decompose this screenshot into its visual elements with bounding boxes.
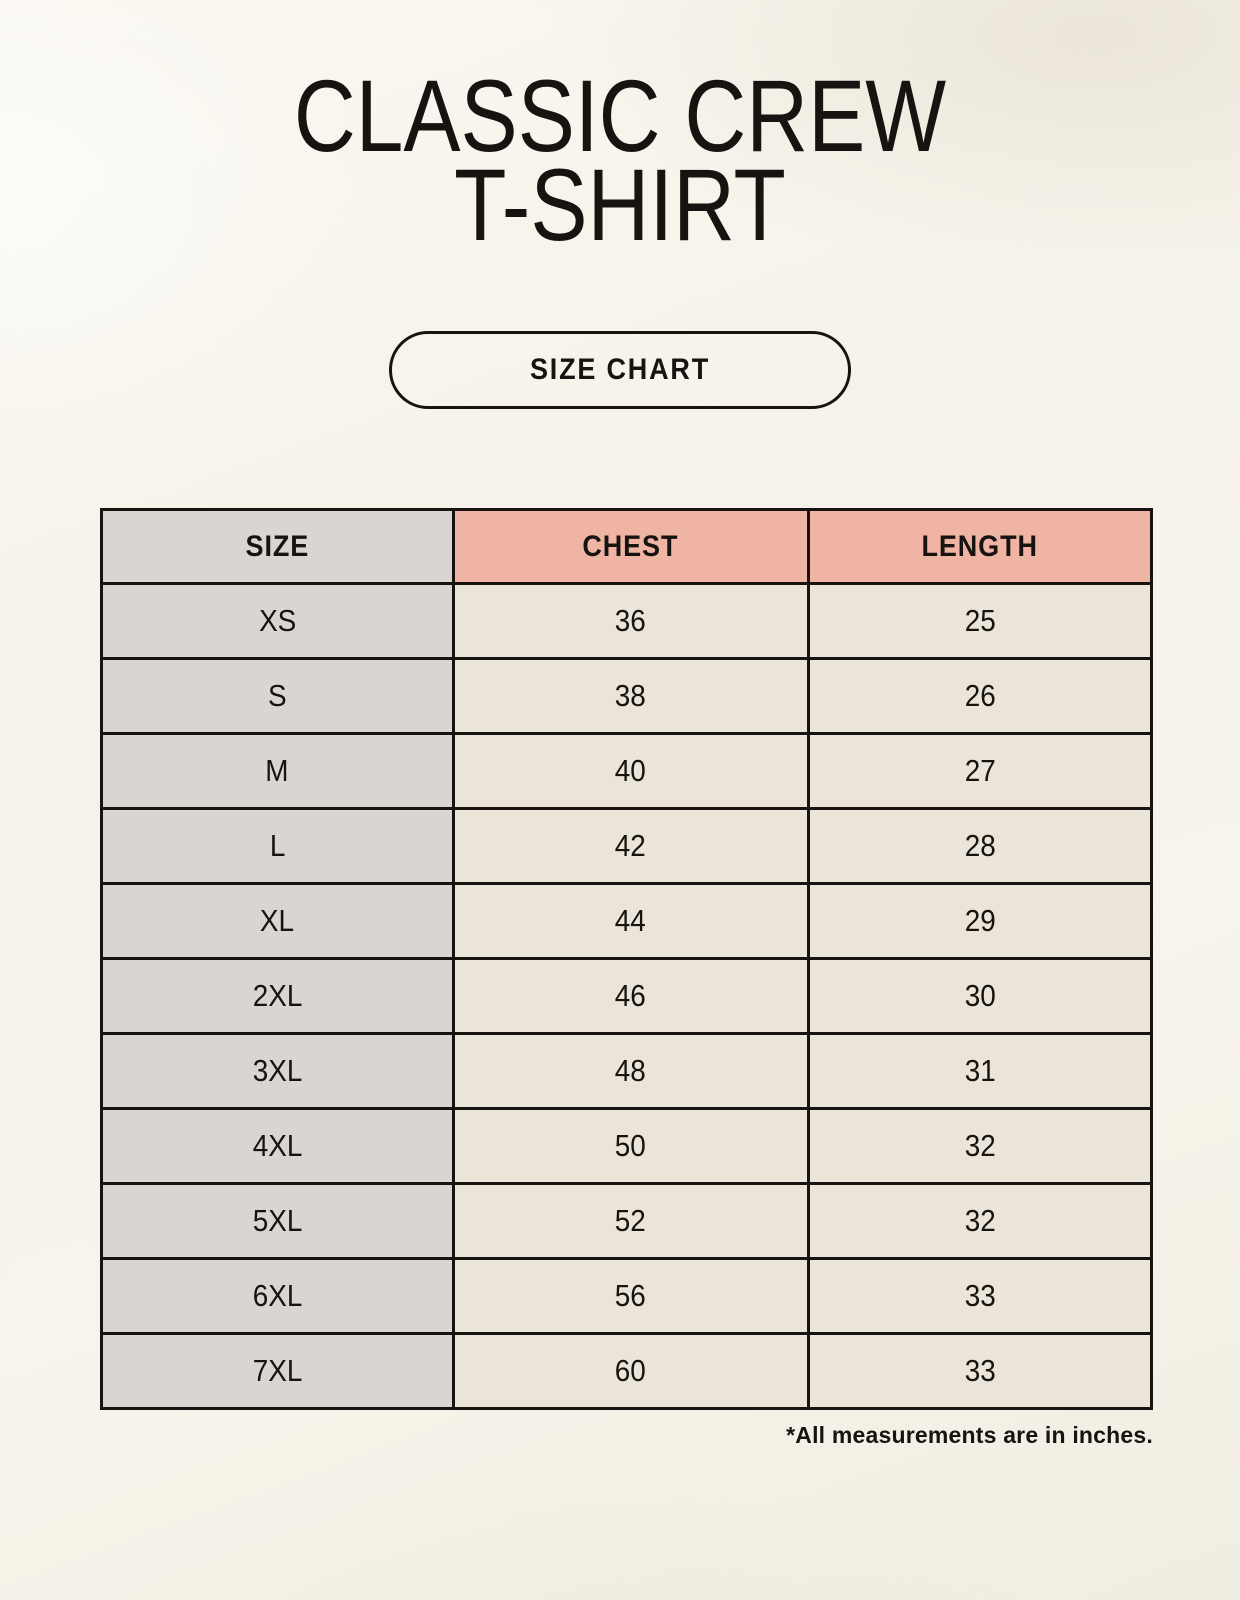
size-cell: M: [100, 732, 455, 811]
chest-value: 50: [615, 1128, 647, 1164]
column-header-size: SIZE: [100, 508, 455, 586]
length-value: 32: [964, 1203, 996, 1239]
length-cell: 32: [806, 1182, 1154, 1261]
chest-value: 48: [615, 1053, 647, 1089]
chest-cell: 42: [451, 807, 810, 886]
chest-cell: 46: [451, 957, 810, 1036]
size-value: 5XL: [252, 1203, 303, 1239]
chest-cell: 48: [451, 1032, 810, 1111]
size-cell: 7XL: [100, 1332, 455, 1411]
chest-cell: 50: [451, 1107, 810, 1186]
size-value: L: [269, 828, 286, 864]
length-value: 31: [964, 1053, 996, 1089]
length-cell: 27: [806, 732, 1154, 811]
size-value: XL: [260, 903, 295, 939]
size-cell: XS: [100, 582, 455, 661]
chest-cell: 56: [451, 1257, 810, 1336]
size-cell: 4XL: [100, 1107, 455, 1186]
table-header-row: SIZE CHEST LENGTH: [100, 508, 1154, 586]
page-title: CLASSIC CREW T-SHIRT: [99, 65, 1141, 256]
table-row: 5XL 52 32: [100, 1182, 1154, 1261]
column-header-chest-label: CHEST: [582, 529, 679, 563]
size-value: 3XL: [252, 1053, 303, 1089]
chest-value: 56: [615, 1278, 647, 1314]
length-cell: 25: [806, 582, 1154, 661]
size-value: 2XL: [252, 978, 303, 1014]
page-title-line2: T-SHIRT: [454, 147, 786, 262]
chest-cell: 40: [451, 732, 810, 811]
chest-cell: 52: [451, 1182, 810, 1261]
length-cell: 31: [806, 1032, 1154, 1111]
length-value: 28: [964, 828, 996, 864]
chest-value: 46: [615, 978, 647, 1014]
table-row: L 42 28: [100, 807, 1154, 886]
length-cell: 32: [806, 1107, 1154, 1186]
table-row: 6XL 56 33: [100, 1257, 1154, 1336]
chest-value: 44: [615, 903, 647, 939]
chest-value: 40: [615, 753, 647, 789]
table-row: XS 36 25: [100, 582, 1154, 661]
size-chart-table: SIZE CHEST LENGTH XS 36 25 S 38 26 M 40 …: [100, 508, 1154, 1411]
chest-value: 36: [615, 603, 647, 639]
size-cell: XL: [100, 882, 455, 961]
table-row: 7XL 60 33: [100, 1332, 1154, 1411]
page-title-line1: CLASSIC CREW: [293, 59, 947, 173]
size-chart-badge-label: SIZE CHART: [530, 353, 710, 387]
length-cell: 28: [806, 807, 1154, 886]
length-cell: 30: [806, 957, 1154, 1036]
size-value: 7XL: [252, 1353, 303, 1389]
size-value: S: [268, 678, 287, 714]
size-chart-table-container: SIZE CHEST LENGTH XS 36 25 S 38 26 M 40 …: [100, 508, 1154, 1411]
column-header-size-label: SIZE: [245, 529, 310, 563]
table-row: 2XL 46 30: [100, 957, 1154, 1036]
measurements-footnote: *All measurements are in inches.: [786, 1422, 1153, 1449]
chest-cell: 44: [451, 882, 810, 961]
length-value: 32: [964, 1128, 996, 1164]
chest-value: 42: [615, 828, 647, 864]
chest-cell: 38: [451, 657, 810, 736]
size-cell: S: [100, 657, 455, 736]
chest-value: 52: [615, 1203, 647, 1239]
size-cell: 2XL: [100, 957, 455, 1036]
size-value: 4XL: [252, 1128, 303, 1164]
size-value: 6XL: [252, 1278, 303, 1314]
chest-value: 38: [615, 678, 647, 714]
chest-value: 60: [615, 1353, 647, 1389]
table-row: 4XL 50 32: [100, 1107, 1154, 1186]
length-value: 29: [964, 903, 996, 939]
table-row: XL 44 29: [100, 882, 1154, 961]
length-value: 30: [964, 978, 996, 1014]
length-value: 27: [964, 753, 996, 789]
length-cell: 26: [806, 657, 1154, 736]
length-cell: 29: [806, 882, 1154, 961]
table-row: 3XL 48 31: [100, 1032, 1154, 1111]
size-cell: 3XL: [100, 1032, 455, 1111]
chest-cell: 36: [451, 582, 810, 661]
size-cell: 5XL: [100, 1182, 455, 1261]
column-header-chest: CHEST: [451, 508, 810, 586]
column-header-length: LENGTH: [806, 508, 1154, 586]
length-cell: 33: [806, 1257, 1154, 1336]
size-cell: 6XL: [100, 1257, 455, 1336]
length-cell: 33: [806, 1332, 1154, 1411]
size-value: XS: [258, 603, 296, 639]
size-value: M: [265, 753, 289, 789]
chest-cell: 60: [451, 1332, 810, 1411]
length-value: 25: [964, 603, 996, 639]
length-value: 33: [964, 1278, 996, 1314]
size-chart-badge: SIZE CHART: [389, 331, 851, 410]
table-row: S 38 26: [100, 657, 1154, 736]
length-value: 33: [964, 1353, 996, 1389]
size-chart-badge-container: SIZE CHART: [0, 331, 1240, 410]
size-cell: L: [100, 807, 455, 886]
column-header-length-label: LENGTH: [921, 529, 1039, 563]
length-value: 26: [964, 678, 996, 714]
table-row: M 40 27: [100, 732, 1154, 811]
